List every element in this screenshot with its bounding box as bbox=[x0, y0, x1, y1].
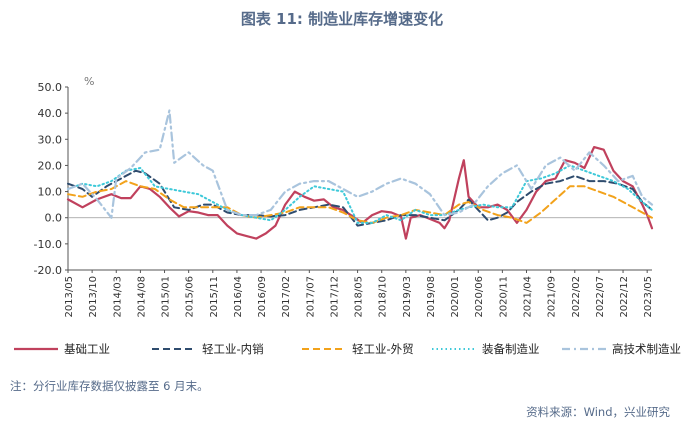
line-chart: % -20.0 -10.0 0.0 10.0 20.0 30.0 40.0 50.0 2013/0… bbox=[14, 75, 681, 356]
x-tick-label: 2020/11 bbox=[498, 276, 509, 318]
x-tick-label: 2018/05 bbox=[354, 276, 365, 318]
x-tick-label: 2015/06 bbox=[185, 276, 196, 318]
x-tick-label: 2017/07 bbox=[305, 276, 316, 318]
x-tick-label: 2020/06 bbox=[474, 276, 485, 318]
series-line-基础工业 bbox=[66, 146, 654, 240]
x-tick-label: 2015/11 bbox=[209, 276, 220, 318]
series-line-装备制造业 bbox=[67, 164, 653, 224]
y-tick-label: -10.0 bbox=[34, 238, 62, 251]
y-tick-label: 50.0 bbox=[38, 81, 63, 94]
x-tick-label: 2017/02 bbox=[281, 276, 292, 318]
x-tick-label: 2023/05 bbox=[643, 276, 654, 318]
x-tick-label: 2020/01 bbox=[450, 276, 461, 318]
series-line-高技术制造业 bbox=[66, 109, 654, 219]
y-tick-label: 30.0 bbox=[38, 133, 63, 146]
x-tick-label: 2022/02 bbox=[571, 276, 582, 318]
x-tick-label: 2017/12 bbox=[329, 276, 340, 318]
x-tick-label: 2014/03 bbox=[112, 276, 123, 318]
x-tick-label: 2013/05 bbox=[64, 276, 75, 318]
y-tick-label: 40.0 bbox=[38, 107, 63, 120]
legend-label: 高技术制造业 bbox=[612, 342, 681, 356]
x-tick-label: 2021/09 bbox=[547, 276, 558, 318]
x-tick-label: 2019/08 bbox=[426, 276, 437, 318]
legend-label: 轻工业-内销 bbox=[202, 342, 264, 356]
legend-label: 基础工业 bbox=[64, 342, 110, 356]
y-tick-label: -20.0 bbox=[34, 264, 62, 277]
series-line-轻工业-外贸 bbox=[67, 180, 653, 224]
x-tick-label: 2018/10 bbox=[378, 276, 389, 318]
y-tick-label: 20.0 bbox=[38, 159, 63, 172]
x-tick-label: 2016/09 bbox=[257, 276, 268, 318]
x-tick-label: 2019/03 bbox=[402, 276, 413, 318]
legend-label: 轻工业-外贸 bbox=[352, 342, 414, 356]
x-tick-label: 2014/08 bbox=[136, 276, 147, 318]
y-tick-label: 0.0 bbox=[45, 212, 63, 225]
x-tick-label: 2013/10 bbox=[88, 276, 99, 318]
x-tick-label: 2022/12 bbox=[619, 276, 630, 318]
x-tick-label: 2016/04 bbox=[233, 276, 244, 318]
y-unit-label: % bbox=[84, 75, 94, 88]
x-tick-label: 2021/04 bbox=[523, 276, 534, 318]
y-tick-label: 10.0 bbox=[38, 186, 63, 199]
footnote: 注：分行业库存数据仅披露至 6 月末。 bbox=[10, 379, 209, 393]
x-tick-label: 2015/01 bbox=[161, 276, 172, 318]
x-tick-label: 2022/07 bbox=[595, 276, 606, 318]
chart-title: 图表 11: 制造业库存增速变化 bbox=[240, 10, 444, 28]
source-note: 资料来源：Wind，兴业研究 bbox=[526, 405, 670, 419]
legend-label: 装备制造业 bbox=[482, 342, 540, 356]
